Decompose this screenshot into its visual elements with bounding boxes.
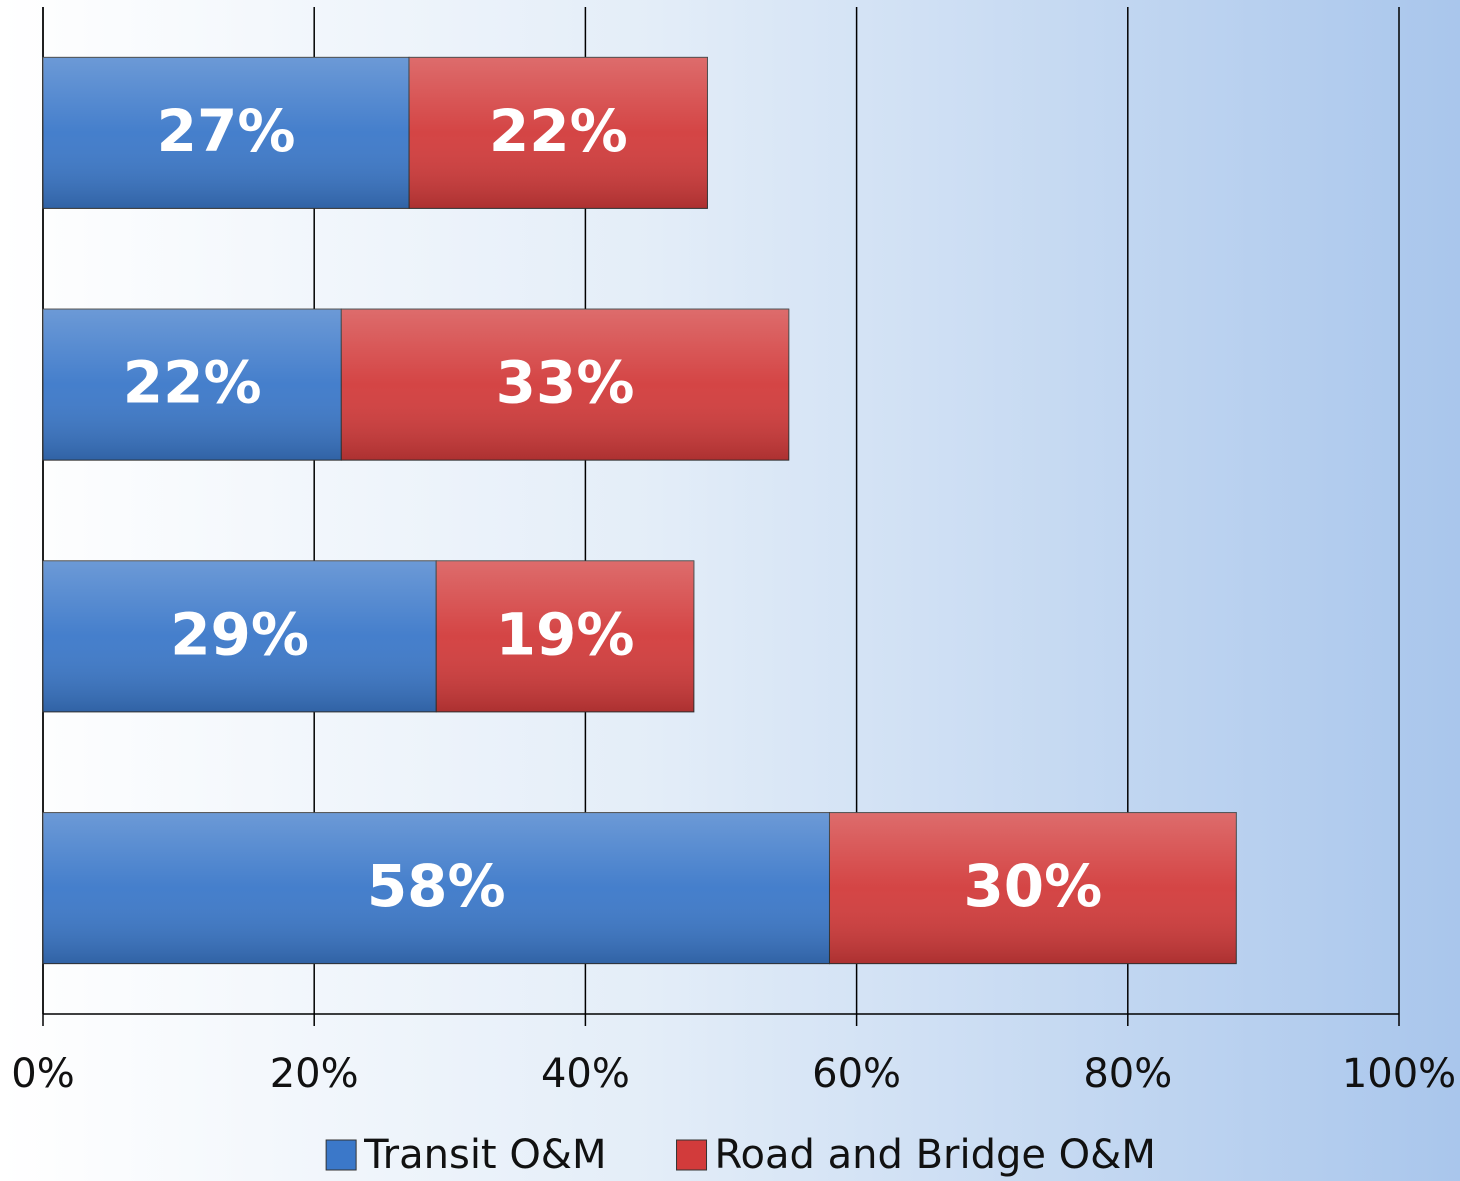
data-label: 30% (963, 852, 1102, 920)
data-label: 33% (496, 349, 635, 417)
legend-label: Transit O&M (363, 1132, 606, 1178)
bar-shine (409, 57, 708, 209)
data-label: 58% (367, 852, 506, 920)
bar-shine (43, 812, 830, 964)
data-label: 19% (496, 600, 635, 668)
bar-shine (43, 309, 342, 461)
data-label: 27% (157, 97, 296, 165)
bar-shine (436, 560, 694, 712)
x-tick-label: 0% (11, 1051, 74, 1097)
legend-swatch (325, 1139, 357, 1171)
bar-shine (43, 57, 410, 209)
bar-shine (341, 309, 789, 461)
data-label: 29% (170, 600, 309, 668)
x-tick-label: 40% (541, 1051, 630, 1097)
bar-shine (43, 560, 437, 712)
x-tick-label: 60% (812, 1051, 901, 1097)
x-tick-label: 20% (270, 1051, 359, 1097)
legend-label: Road and Bridge O&M (715, 1132, 1156, 1178)
x-tick-label: 100% (1342, 1051, 1456, 1097)
bar-shine (829, 812, 1237, 964)
data-label: 22% (489, 97, 628, 165)
legend-swatch (676, 1139, 708, 1171)
x-tick-label: 80% (1083, 1051, 1172, 1097)
data-label: 22% (123, 349, 262, 417)
